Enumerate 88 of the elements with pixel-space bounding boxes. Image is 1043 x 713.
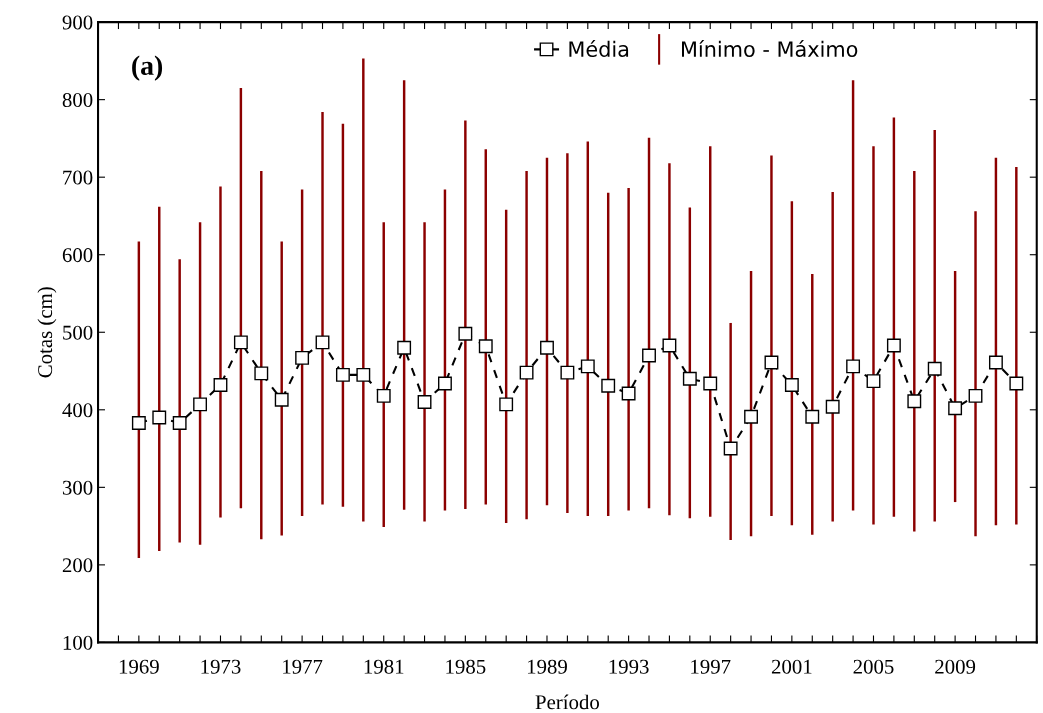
point — [744, 409, 758, 424]
point — [295, 350, 310, 365]
bar — [178, 259, 181, 543]
x-tick-label: 1977 — [283, 659, 323, 674]
y-tick-label: 400 — [62, 403, 93, 418]
point — [417, 395, 432, 409]
point — [621, 386, 636, 401]
y-tick-label: 100 — [63, 635, 93, 650]
bar — [770, 155, 773, 517]
point — [213, 378, 228, 392]
point — [274, 392, 289, 407]
point — [152, 410, 167, 425]
point — [846, 359, 861, 374]
point — [233, 335, 248, 350]
point — [866, 374, 881, 389]
x-tick-label: 2001 — [771, 659, 812, 674]
x-tick-label: 2005 — [853, 659, 894, 674]
point — [315, 335, 330, 350]
bar — [668, 163, 671, 516]
point — [805, 409, 820, 424]
point — [458, 326, 473, 341]
point — [927, 361, 942, 376]
point — [560, 365, 575, 380]
point — [438, 376, 452, 391]
point — [988, 355, 1003, 370]
bar — [525, 170, 528, 520]
point — [703, 376, 718, 391]
point — [642, 348, 656, 363]
point — [172, 416, 187, 430]
bar — [464, 120, 467, 510]
legend-label: Média — [569, 40, 629, 57]
point — [540, 340, 554, 355]
point — [335, 367, 350, 382]
bar — [260, 170, 263, 540]
point — [601, 378, 616, 393]
y-tick-label: 300 — [62, 480, 93, 495]
point — [784, 378, 799, 392]
bar — [913, 170, 916, 532]
bar — [729, 322, 732, 541]
bar — [423, 222, 426, 522]
x-tick-label: 1985 — [446, 659, 486, 674]
y-tick-label: 700 — [63, 170, 93, 185]
point — [131, 416, 146, 430]
legend-label: Mínimo - Máximo — [682, 40, 858, 57]
point — [499, 397, 514, 412]
bar — [627, 188, 630, 511]
point — [825, 399, 840, 414]
bar — [974, 211, 977, 537]
y-tick-label: 500 — [63, 325, 93, 340]
x-tick-label: 1997 — [691, 659, 731, 674]
point — [907, 394, 922, 409]
bar — [219, 186, 222, 518]
y-tick-label: 600 — [62, 248, 93, 263]
bar — [362, 58, 365, 522]
point — [254, 366, 269, 381]
point — [397, 340, 412, 355]
point — [580, 359, 595, 374]
point — [193, 397, 208, 412]
x-tick-label: 2009 — [935, 659, 976, 674]
bar — [1015, 167, 1018, 525]
point — [682, 371, 697, 386]
bar — [831, 191, 834, 522]
point — [723, 441, 738, 456]
point — [948, 401, 963, 416]
x-tick-label: 1973 — [201, 659, 241, 674]
bar — [933, 129, 936, 522]
x-tick-label: 1989 — [527, 659, 567, 674]
point — [886, 338, 901, 353]
bar — [872, 146, 875, 525]
annotation: (a) — [132, 55, 163, 81]
x-tick-label: 1993 — [609, 659, 649, 674]
point — [662, 338, 677, 353]
bar — [566, 153, 569, 513]
point — [356, 367, 371, 382]
y-axis-title: Cotas (cm) — [37, 287, 57, 378]
point — [968, 388, 983, 403]
bar — [321, 112, 324, 505]
x-tick-label: 1981 — [364, 659, 404, 674]
y-tick-label: 900 — [62, 15, 93, 30]
point — [478, 339, 493, 354]
y-tick-label: 200 — [62, 558, 93, 573]
y-tick-label: 800 — [62, 93, 93, 108]
point — [376, 388, 391, 403]
point — [519, 365, 534, 380]
x-axis-title: Período — [535, 694, 599, 710]
point — [1009, 376, 1024, 391]
x-tick-label: 1969 — [119, 659, 159, 674]
bar — [280, 241, 283, 536]
